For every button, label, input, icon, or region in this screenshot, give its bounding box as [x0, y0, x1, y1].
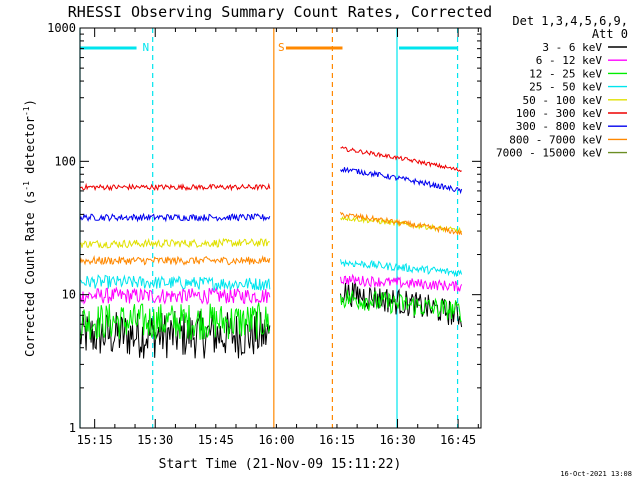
x-tick-label: 16:30 — [379, 433, 415, 447]
series-0-4 — [79, 237, 271, 249]
legend-label: 50 - 100 keV — [523, 94, 603, 107]
x-tick-label: 16:00 — [258, 433, 294, 447]
plot-frame — [79, 27, 482, 429]
x-tick-label: 16:15 — [319, 433, 355, 447]
y-label-sup-2: -1 — [22, 106, 31, 116]
series-1-2 — [340, 289, 462, 322]
series-0-1 — [79, 286, 271, 306]
x-tick-label: 15:45 — [198, 433, 234, 447]
series-0-0 — [79, 310, 271, 359]
timestamp: 16-Oct-2021 13:08 — [560, 470, 632, 478]
flag-label-S: S — [278, 41, 285, 54]
y-tick-label: 1 — [69, 421, 76, 435]
legend-label: 12 - 25 keV — [529, 67, 602, 80]
legend-label: 800 - 7000 keV — [509, 133, 602, 146]
legend-label: 100 - 300 keV — [516, 107, 602, 120]
y-tick-label: 100 — [54, 154, 76, 168]
legend-label: 300 - 800 keV — [516, 120, 602, 133]
series-1-5 — [340, 146, 462, 173]
axes: 1 10 100 1000 15:15 15:30 15:45 16:00 16:15 16:30… — [47, 21, 481, 447]
x-tick-label: 15:30 — [137, 433, 173, 447]
legend-label: 25 - 50 keV — [529, 81, 602, 94]
series-1-7 — [340, 211, 463, 236]
legend-header-2: Att 0 — [592, 27, 628, 41]
x-tick-label: 16:45 — [440, 433, 476, 447]
series-1-3 — [340, 258, 463, 278]
y-tick-label: 1000 — [47, 21, 76, 35]
series-0-3 — [79, 274, 271, 291]
series-1-6 — [340, 166, 463, 195]
series-0-2 — [79, 302, 271, 340]
series-0-7 — [79, 254, 271, 266]
y-axis-label: Corrected Count Rate (s-1 detector-1) — [22, 99, 37, 357]
series-0-6 — [79, 212, 271, 223]
legend-label: 3 - 6 keV — [542, 41, 602, 54]
series-1-1 — [340, 273, 463, 292]
series-0-5 — [79, 182, 271, 192]
legend-header-1: Det 1,3,4,5,6,9, — [512, 14, 628, 28]
legend-label: 7000 - 15000 keV — [496, 147, 602, 160]
chart-title: RHESSI Observing Summary Count Rates, Co… — [68, 3, 492, 21]
x-axis-label: Start Time (21-Nov-09 15:11:22) — [159, 457, 402, 472]
y-tick-label: 10 — [62, 288, 76, 302]
legend-label: 6 - 12 keV — [536, 54, 603, 67]
flag-label-N: N — [143, 41, 150, 54]
series-1-4 — [340, 215, 463, 235]
y-label-part-1: Corrected Count Rate (s — [23, 191, 37, 357]
x-tick-label: 15:15 — [77, 433, 113, 447]
y-label-sup-1: -1 — [22, 181, 31, 191]
y-label-part-2: detector — [23, 116, 37, 181]
y-label-part-3: ) — [23, 99, 37, 106]
